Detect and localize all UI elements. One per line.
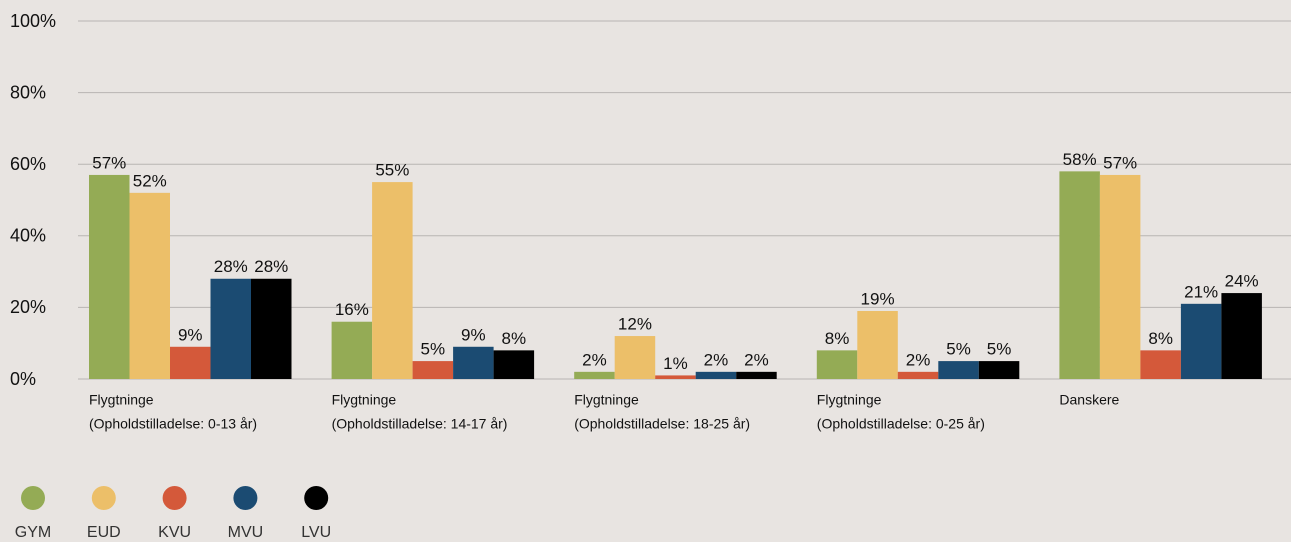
bar bbox=[251, 278, 292, 379]
y-tick-label: 40% bbox=[10, 226, 46, 246]
bar bbox=[372, 182, 413, 379]
value-label: 8% bbox=[825, 329, 850, 348]
value-label: 57% bbox=[92, 153, 126, 172]
value-label: 58% bbox=[1063, 150, 1097, 169]
y-tick-label: 100% bbox=[10, 11, 56, 31]
bar bbox=[655, 375, 696, 379]
bar bbox=[170, 346, 211, 379]
bar bbox=[816, 350, 858, 379]
y-tick-label: 20% bbox=[10, 297, 46, 317]
value-label: 8% bbox=[1148, 329, 1173, 348]
legend-marker bbox=[304, 486, 329, 510]
x-tick-label: Danskere bbox=[1059, 392, 1119, 408]
bar bbox=[493, 350, 535, 379]
bar bbox=[1221, 293, 1262, 379]
value-label: 19% bbox=[861, 289, 895, 308]
legend-label: LVU bbox=[301, 524, 331, 541]
value-label: 55% bbox=[375, 161, 409, 180]
legend-label: GYM bbox=[15, 524, 51, 541]
x-tick-label: (Opholdstilladelse: 18-25 år) bbox=[574, 416, 750, 432]
x-tick-label: Flygtninge bbox=[817, 392, 882, 408]
bar bbox=[857, 310, 898, 379]
value-label: 5% bbox=[946, 340, 971, 359]
value-label: 28% bbox=[214, 257, 248, 276]
bar bbox=[1059, 171, 1100, 379]
x-tick-label: Flygtninge bbox=[89, 392, 154, 408]
bar bbox=[614, 336, 656, 379]
value-label: 5% bbox=[421, 340, 446, 359]
bar bbox=[210, 278, 251, 379]
x-tick-label: (Opholdstilladelse: 0-25 år) bbox=[817, 416, 985, 432]
value-label: 1% bbox=[663, 354, 688, 373]
bar bbox=[574, 371, 615, 379]
bar bbox=[412, 361, 454, 379]
value-label: 16% bbox=[335, 300, 369, 319]
bar bbox=[89, 174, 130, 379]
bar bbox=[1140, 350, 1181, 379]
value-label: 21% bbox=[1184, 282, 1218, 301]
bar bbox=[897, 371, 939, 379]
bar bbox=[331, 321, 373, 379]
x-tick-label: Flygtninge bbox=[332, 392, 397, 408]
bar bbox=[938, 361, 979, 379]
x-tick-label: (Opholdstilladelse: 14-17 år) bbox=[332, 416, 508, 432]
legend-marker bbox=[162, 486, 187, 510]
bar bbox=[129, 192, 170, 379]
value-label: 9% bbox=[178, 325, 203, 344]
legend-marker bbox=[91, 486, 116, 510]
legend-marker bbox=[233, 486, 258, 510]
value-label: 5% bbox=[987, 340, 1012, 359]
bar bbox=[978, 361, 1020, 379]
legend-label: EUD bbox=[87, 524, 121, 541]
value-label: 28% bbox=[254, 257, 288, 276]
value-label: 8% bbox=[502, 329, 527, 348]
x-tick-label: Flygtninge bbox=[574, 392, 639, 408]
bar bbox=[1099, 174, 1141, 379]
y-tick-label: 0% bbox=[10, 369, 36, 389]
value-label: 9% bbox=[461, 325, 486, 344]
y-tick-label: 60% bbox=[10, 154, 46, 174]
value-label: 52% bbox=[133, 171, 167, 190]
bar bbox=[1180, 303, 1222, 379]
legend-label: MVU bbox=[228, 524, 264, 541]
value-label: 2% bbox=[704, 350, 729, 369]
value-label: 12% bbox=[618, 315, 652, 334]
value-label: 2% bbox=[906, 350, 931, 369]
value-label: 57% bbox=[1103, 153, 1137, 172]
legend-label: KVU bbox=[158, 524, 191, 541]
value-label: 2% bbox=[582, 350, 607, 369]
value-label: 24% bbox=[1225, 272, 1259, 291]
bar bbox=[695, 371, 737, 379]
y-tick-label: 80% bbox=[10, 82, 46, 102]
bar bbox=[453, 346, 494, 379]
x-tick-label: (Opholdstilladelse: 0-13 år) bbox=[89, 416, 257, 432]
bar bbox=[736, 371, 777, 379]
legend-marker bbox=[21, 486, 45, 510]
value-label: 2% bbox=[744, 350, 769, 369]
